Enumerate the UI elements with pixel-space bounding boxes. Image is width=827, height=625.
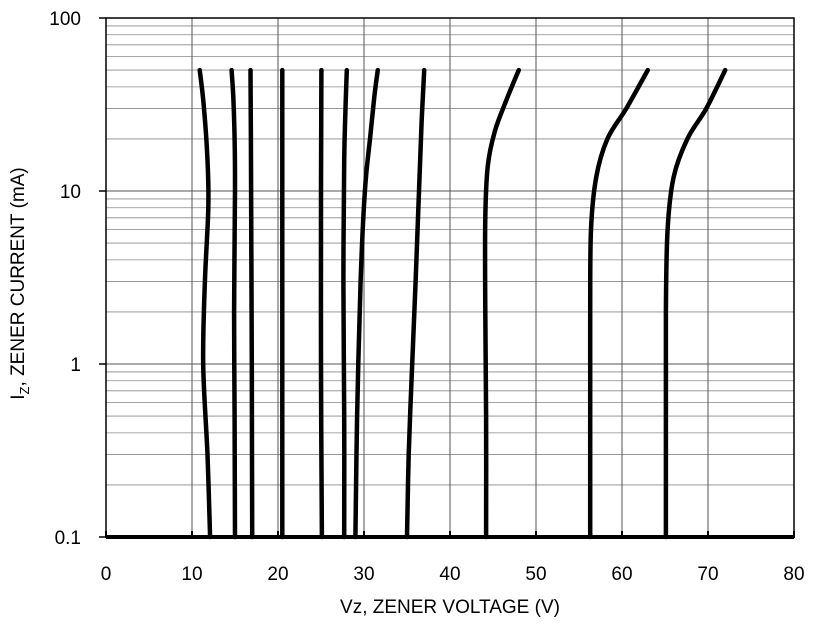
y-tick-label: 10 [60,182,81,203]
y-tick-labels: 0.1 1 10 100 [49,9,81,549]
y-axis-label-rest: , ZENER CURRENT (mA) [8,167,29,386]
x-tick-label: 80 [783,564,804,585]
x-tick-label: 40 [439,564,460,585]
series-line-11 [663,67,728,540]
x-tick-label: 10 [181,564,202,585]
x-tick-label: 0 [101,564,112,585]
series-line-5 [318,67,325,540]
x-tick-label: 70 [697,564,718,585]
series-line-1 [197,67,213,540]
series-layer [197,67,728,540]
series-line-2 [229,67,238,540]
series-line-10 [587,67,651,540]
tick-marks [99,17,795,538]
series-line-7 [353,67,381,540]
y-tick-label: 100 [49,9,81,30]
y-tick-label: 0.1 [55,528,81,549]
series-line-6 [341,67,350,540]
series-line-9 [482,67,522,540]
y-axis-label-subscript: Z [17,386,32,394]
x-tick-labels: 0 10 20 30 40 50 60 70 80 [101,564,805,585]
series-line-3 [248,67,255,540]
x-tick-label: 60 [611,564,632,585]
x-axis-label: Vz, ZENER VOLTAGE (V) [340,597,560,618]
y-axis-label: IZ, ZENER CURRENT (mA) [8,167,32,399]
x-tick-label: 20 [267,564,288,585]
series-line-8 [404,67,427,540]
y-axis-label-main: I [8,394,29,399]
y-tick-label: 1 [70,355,81,376]
x-tick-label: 50 [525,564,546,585]
x-tick-label: 30 [353,564,374,585]
plot-grid [106,18,794,537]
